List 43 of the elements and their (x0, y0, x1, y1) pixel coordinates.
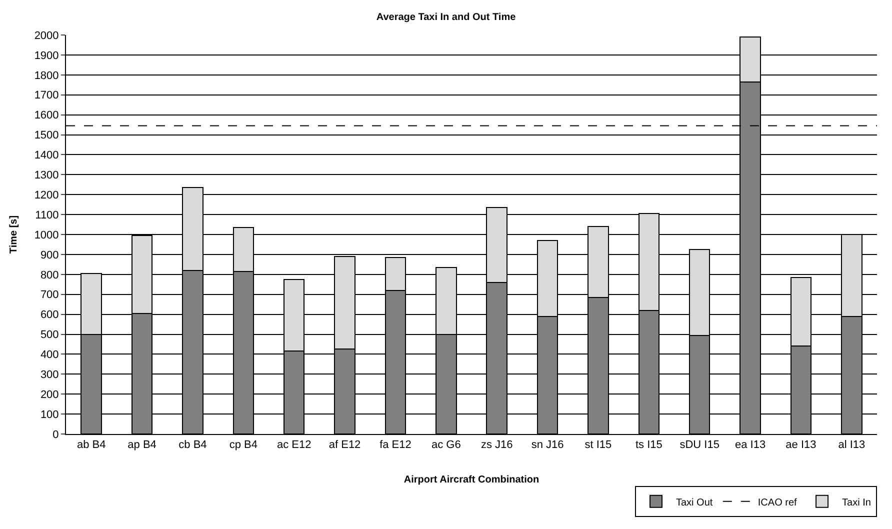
y-tick-label: 1300 (34, 170, 59, 182)
y-tick-label: 200 (40, 388, 59, 401)
x-tick-label: sDU I15 (680, 439, 720, 452)
y-tick-label: 1600 (34, 110, 59, 122)
x-tick-label: ae I13 (786, 439, 816, 452)
x-tick-label: sn J16 (531, 439, 564, 452)
y-tick-label: 1500 (34, 130, 59, 142)
y-tick-label: 1700 (34, 90, 59, 102)
y-tick-label: 1400 (34, 150, 59, 162)
x-tick-label: al I13 (838, 439, 866, 452)
y-tick-label: 300 (40, 369, 59, 381)
x-tick-label: zs J16 (480, 439, 513, 452)
y-tick-label: 1200 (34, 189, 59, 202)
y-tick-label: 700 (40, 289, 59, 302)
x-tick-label: ap B4 (128, 439, 156, 452)
x-tick-label: cp B4 (229, 439, 258, 452)
y-tick-label: 800 (40, 269, 59, 282)
y-tick-label: 1000 (34, 229, 59, 242)
x-tick-label: cb B4 (178, 439, 207, 452)
x-axis-title: Airport Aircraft Combination (404, 474, 540, 486)
x-tick-label: fa E12 (380, 439, 412, 452)
y-tick-label: 1800 (34, 70, 59, 82)
legend-label: Taxi In (842, 497, 871, 508)
x-tick-label: ea I13 (734, 439, 766, 452)
y-tick-label: 1100 (35, 209, 59, 222)
y-tick-label: 600 (40, 309, 59, 322)
y-tick-label: 100 (40, 408, 59, 421)
y-axis-title: Time [s] (8, 215, 20, 254)
legend-label: Taxi Out (676, 497, 713, 508)
legend-label: ICAO ref (758, 497, 798, 508)
y-tick-label: 500 (40, 329, 59, 342)
x-tick-label: ab B4 (76, 439, 106, 452)
y-tick-label: 900 (40, 249, 59, 262)
y-tick-label: 400 (40, 349, 59, 362)
chart-title: Average Taxi In and Out Time (376, 12, 516, 24)
x-tick-label: ts I15 (635, 439, 662, 452)
x-tick-label: ac G6 (431, 439, 461, 452)
x-tick-label: ac E12 (276, 439, 312, 452)
x-tick-label: af E12 (328, 439, 361, 452)
y-tick-label: 2000 (34, 30, 59, 42)
y-tick-label: 1900 (34, 50, 59, 62)
y-tick-label: 0 (52, 428, 59, 441)
x-tick-label: st I15 (584, 439, 612, 452)
